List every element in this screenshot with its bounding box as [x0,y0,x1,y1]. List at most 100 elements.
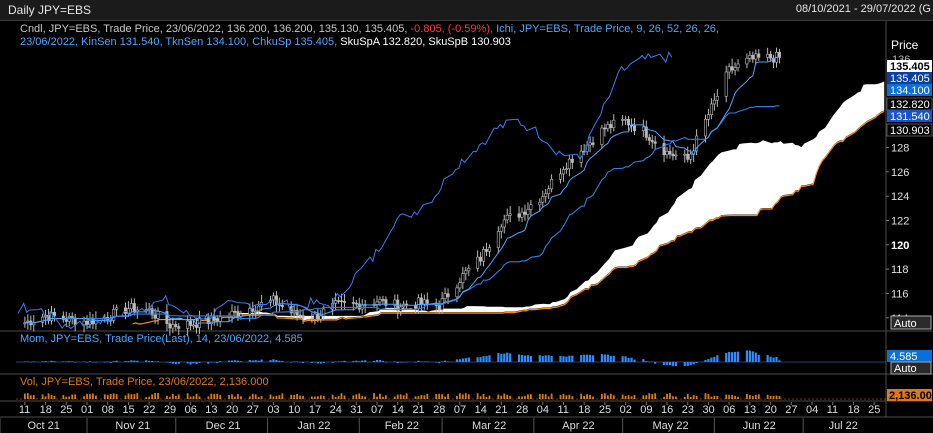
ichimoku-legend-2: 23/06/2022, KinSen 131.540, TknSen 134.1… [20,36,338,48]
price-tick-label: 124 [891,191,909,203]
volume-bar [331,394,334,399]
volume-bar [71,394,74,399]
candle-body [381,299,385,301]
momentum-bar [482,356,485,362]
ichimoku-span-legend: SkuSpA 132.820, SkuSpB 130.903 [340,36,511,48]
volume-bar [207,396,210,399]
candle-body [769,53,773,59]
x-day-tick: 25 [868,404,880,416]
volume-bar [485,396,488,399]
momentum-bar [269,360,272,362]
volume-bar [343,395,346,399]
candle-body [52,311,56,317]
candle-body [689,153,693,160]
volume-bar [94,395,97,399]
momentum-bar [671,362,675,367]
candle-body [706,114,710,120]
x-day-tick: 21 [495,404,507,416]
momentum-bar [716,355,719,362]
candle-body [600,127,604,145]
candle-body [342,301,346,303]
x-day-tick: 25 [60,404,72,416]
candle-body [538,201,542,206]
volume-bar [74,394,77,399]
cloud-edge [132,110,885,325]
momentum-bar [331,362,334,363]
volume-bar [260,396,263,399]
volume-bar [633,395,636,399]
momentum-bar [642,359,645,362]
momentum-bar [627,358,630,362]
volume-bar [358,393,361,399]
volume-bar [426,393,429,399]
candle-body [523,211,527,215]
candle-body [416,297,420,309]
volume-bar [145,396,148,399]
candle-body [520,211,524,218]
candle-body [671,153,675,157]
cloud-area [132,81,885,323]
momentum-bar [464,358,467,362]
x-day-tick: 29 [164,404,176,416]
candle-body [123,307,127,314]
momentum-value: 4.585 [890,351,918,363]
momentum-bar [621,356,624,362]
momentum-bar [565,356,568,362]
volume-bar [272,396,275,399]
momentum-bar [538,355,541,362]
momentum-bar [343,360,346,362]
momentum-bar [396,362,399,364]
volume-bar [482,393,485,399]
momentum-bar [736,351,740,362]
candle-body [212,315,216,321]
momentum-bar [506,352,509,362]
momentum-bar [438,362,441,364]
volume-bar [737,396,739,399]
close-price-badge: 135.405 [890,61,930,73]
momentum-bar [88,361,92,362]
candle-body [487,247,491,252]
momentum-bar [381,360,385,362]
span-a-badge: 132.820 [890,99,930,111]
momentum-bar [177,362,180,364]
candle-body [446,293,450,298]
candle-body [476,256,480,269]
momentum-bar [645,361,648,362]
volume-bar [379,393,381,399]
momentum-bar [355,360,358,362]
volume-bar [772,396,775,399]
candle-body [271,295,275,301]
candle-body [544,193,548,197]
candle-body [150,308,154,316]
volume-bar [44,396,47,399]
x-day-tick: 04 [806,404,818,416]
momentum-bar [130,360,133,362]
volume-bar [529,394,532,399]
x-day-tick: 02 [620,404,632,416]
momentum-bar [352,361,355,362]
date-range[interactable]: 08/10/2021 - 29/07/2022 (G [795,3,931,15]
candle-body [558,173,562,180]
momentum-bar [257,360,260,362]
momentum-bar [467,357,470,362]
candle-body [674,154,678,157]
x-day-tick: 01 [81,404,93,416]
momentum-bar [751,351,754,362]
volume-bar [435,393,438,399]
volume-bar [562,393,565,399]
momentum-bar [127,361,130,362]
momentum-bar [778,360,781,362]
volume-bar [674,396,677,399]
candle-body [41,316,45,323]
candle-body [195,324,199,328]
price-tick-label: 118 [891,264,909,276]
volume-bar [766,394,769,399]
volume-bar [497,394,500,399]
volume-bar [133,394,136,399]
volume-bar [559,394,562,399]
x-day-tick: 13 [744,404,756,416]
volume-bar [710,396,713,399]
candle-body [422,299,426,305]
x-month-label: Jun 22 [743,420,776,432]
momentum-bar [198,362,201,363]
